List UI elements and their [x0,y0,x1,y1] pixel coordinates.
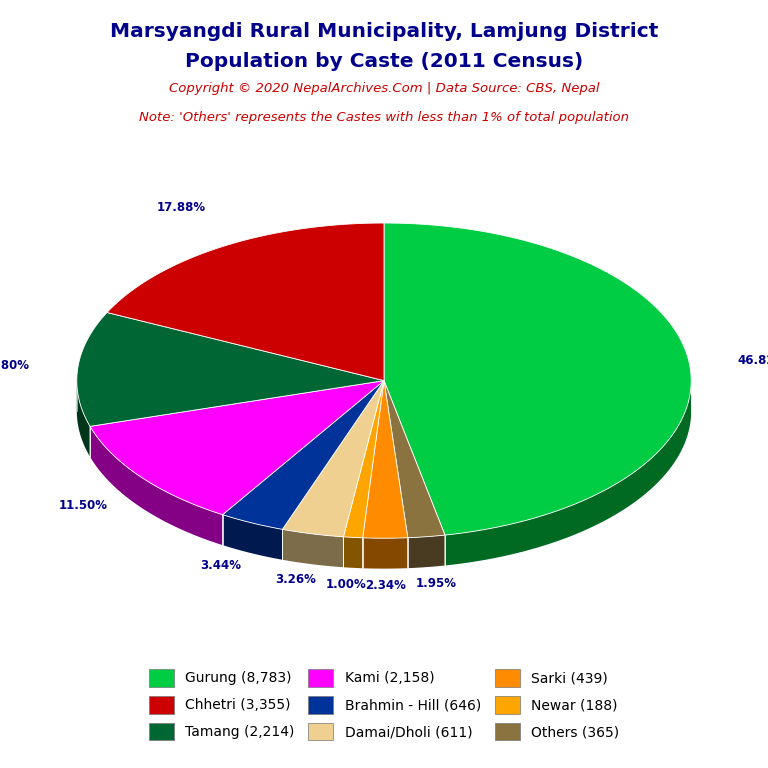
Polygon shape [408,535,445,568]
Polygon shape [107,223,384,381]
Text: 1.00%: 1.00% [326,578,366,591]
Polygon shape [283,529,343,568]
Polygon shape [343,537,362,568]
Polygon shape [384,381,445,538]
Text: 46.82%: 46.82% [737,354,768,366]
Text: Population by Caste (2011 Census): Population by Caste (2011 Census) [185,52,583,71]
Text: 11.80%: 11.80% [0,359,29,372]
Polygon shape [283,381,384,537]
Text: 3.26%: 3.26% [275,573,316,586]
Polygon shape [90,381,384,515]
Polygon shape [77,313,384,426]
Polygon shape [223,381,384,529]
Text: Note: 'Others' represents the Castes with less than 1% of total population: Note: 'Others' represents the Castes wit… [139,111,629,124]
Polygon shape [362,538,408,568]
Polygon shape [343,381,384,538]
Polygon shape [90,426,223,545]
Polygon shape [362,381,408,538]
Text: 17.88%: 17.88% [157,201,206,214]
Text: 2.34%: 2.34% [365,579,406,591]
Text: Copyright © 2020 NepalArchives.Com | Data Source: CBS, Nepal: Copyright © 2020 NepalArchives.Com | Dat… [169,82,599,95]
Text: 11.50%: 11.50% [58,499,108,512]
Polygon shape [223,515,283,560]
Text: 1.95%: 1.95% [416,577,457,590]
Polygon shape [445,382,691,565]
Text: Marsyangdi Rural Municipality, Lamjung District: Marsyangdi Rural Municipality, Lamjung D… [110,22,658,41]
Polygon shape [384,223,691,535]
Polygon shape [77,381,90,457]
Legend: Gurung (8,783), Chhetri (3,355), Tamang (2,214), Kami (2,158), Brahmin - Hill (6: Gurung (8,783), Chhetri (3,355), Tamang … [142,662,626,747]
Text: 3.44%: 3.44% [200,559,240,571]
